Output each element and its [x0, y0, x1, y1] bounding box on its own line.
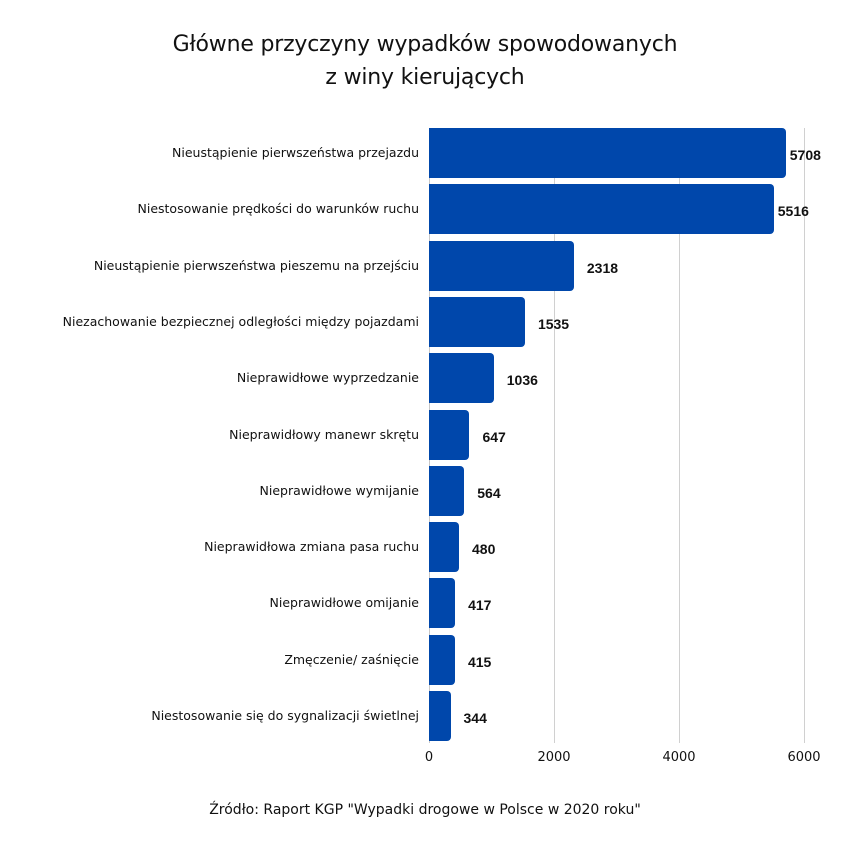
- bar[interactable]: [429, 296, 525, 347]
- bar[interactable]: [429, 578, 456, 629]
- gridline: [804, 128, 805, 743]
- value-label: 417: [468, 597, 492, 614]
- x-tick-label: 2000: [537, 750, 571, 765]
- bar[interactable]: [429, 128, 786, 178]
- value-label: 2318: [586, 259, 619, 276]
- value-label: 5708: [789, 147, 821, 163]
- value-label: 480: [472, 541, 496, 558]
- x-tick-label: 4000: [662, 750, 696, 765]
- category-label: Niezachowanie bezpiecznej odległości mię…: [62, 313, 419, 329]
- bar[interactable]: [429, 465, 465, 516]
- bar[interactable]: [429, 240, 574, 291]
- gridline: [554, 128, 555, 743]
- source-note: Źródło: Raport KGP "Wypadki drogowe w Po…: [209, 802, 641, 818]
- gridline: [679, 128, 680, 743]
- bar[interactable]: [429, 691, 451, 741]
- category-label: Nieprawidłowe wymijanie: [259, 482, 419, 498]
- chart-title: Główne przyczyny wypadków spowodowanych …: [0, 28, 850, 94]
- value-label: 5516: [777, 203, 809, 220]
- bar[interactable]: [429, 522, 459, 573]
- bar[interactable]: [429, 409, 470, 460]
- bar[interactable]: [429, 634, 455, 685]
- chart-title-line-1: Główne przyczyny wypadków spowodowanych: [172, 32, 678, 57]
- bar[interactable]: [429, 184, 774, 235]
- category-label: Niestosowanie się do sygnalizacji świetl…: [151, 708, 419, 723]
- category-label: Nieprawidłowe omijanie: [269, 595, 419, 611]
- category-label: Nieustąpienie pierwszeństwa przejazdu: [172, 145, 419, 160]
- value-label: 1036: [506, 372, 538, 389]
- category-label: Nieustąpienie pierwszeństwa pieszemu na …: [93, 257, 419, 273]
- category-label: Nieprawidłowe wyprzedzanie: [236, 370, 419, 386]
- value-label: 344: [463, 710, 487, 726]
- category-label: Niestosowanie prędkości do warunków ruch…: [137, 201, 420, 217]
- value-label: 415: [467, 653, 492, 670]
- category-label: Nieprawidłowa zmiana pasa ruchu: [204, 539, 419, 555]
- category-label: Zmęczenie/ zaśnięcie: [284, 651, 419, 667]
- x-tick-label: 6000: [787, 750, 821, 765]
- category-label: Nieprawidłowy manewr skrętu: [229, 426, 419, 442]
- value-label: 1535: [537, 315, 570, 332]
- x-tick-label: 0: [424, 750, 434, 765]
- value-label: 647: [482, 428, 506, 445]
- bar[interactable]: [429, 353, 494, 404]
- value-label: 564: [477, 484, 501, 501]
- chart-title-line-2: z winy kierujących: [325, 65, 525, 90]
